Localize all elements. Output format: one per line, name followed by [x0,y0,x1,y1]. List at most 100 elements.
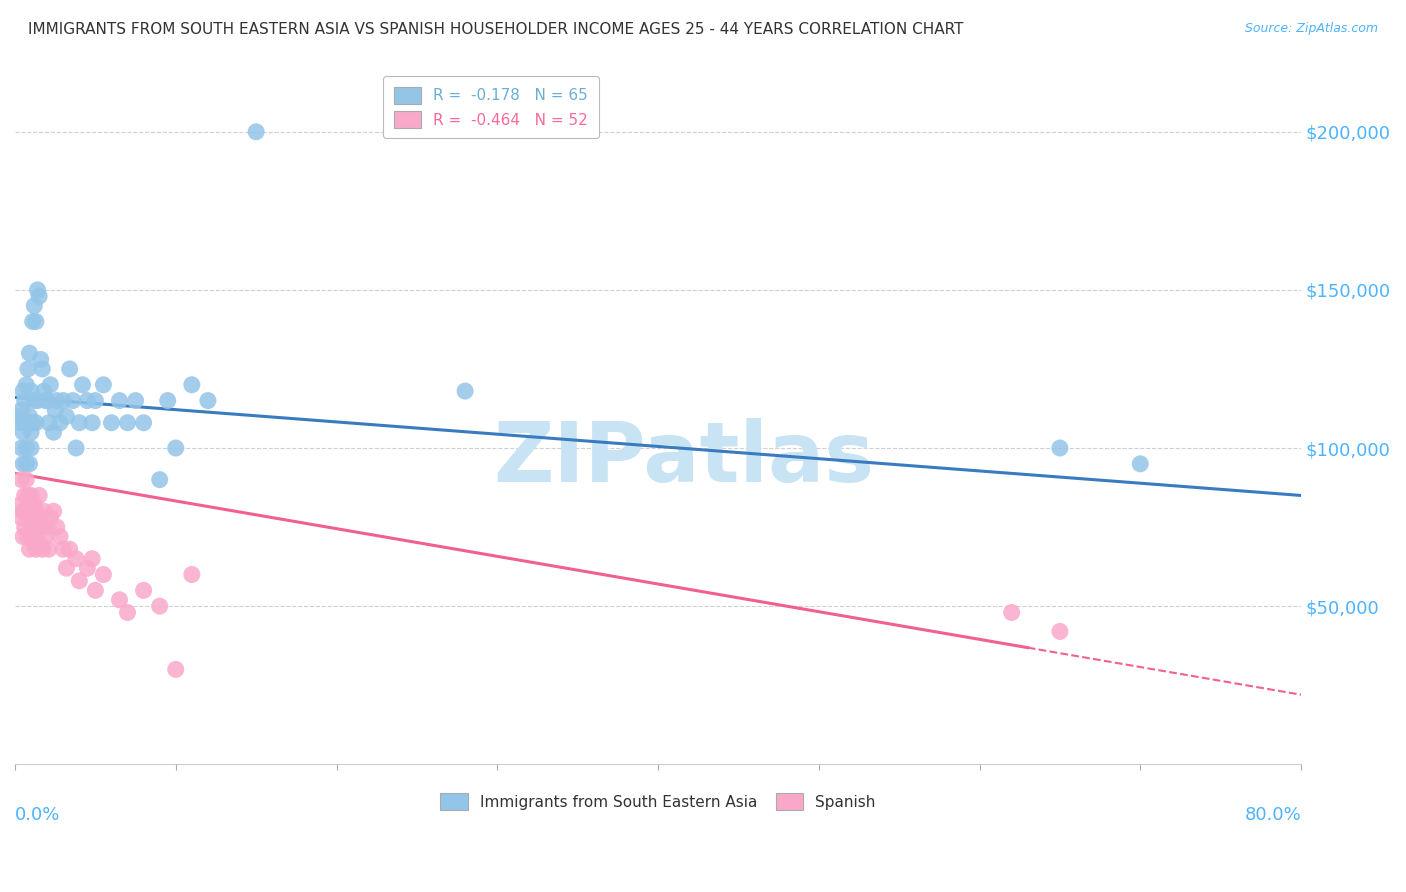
Point [15,441,38,455]
Point [30,520,52,534]
Point [28,289,51,303]
Point [34,393,56,408]
Point [42,504,65,518]
Point [108,393,131,408]
Point [27,283,49,297]
Point [38,416,60,430]
Point [49,416,72,430]
Point [18,457,41,471]
Point [59,542,82,557]
Point [38,542,60,557]
Point [28,536,51,550]
Point [21,416,44,430]
Point [55,561,77,575]
Point [76,393,98,408]
Point [11,530,34,544]
Point [25,542,48,557]
Point [84,583,107,598]
Point [25,314,48,328]
Point [21,530,44,544]
Point [25,416,48,430]
Point [117,606,139,620]
Point [32,384,55,398]
Point [15,457,38,471]
Point [17,530,39,544]
Point [20,384,42,398]
Point [11,504,34,518]
Point [10,473,32,487]
Point [17,416,39,430]
Point [11,384,34,398]
Point [45,393,67,408]
Text: 0.0%: 0.0% [15,806,60,824]
Point [67,574,90,588]
Point [17,510,39,524]
Point [165,662,187,676]
Point [117,416,139,430]
Point [180,377,202,392]
Point [39,510,62,524]
Point [10,510,32,524]
Point [100,416,122,430]
Point [124,393,146,408]
Point [93,377,115,392]
Point [45,520,67,534]
Point [22,536,45,550]
Point [15,473,38,487]
Point [15,504,38,518]
Point [62,393,84,408]
Point [82,416,104,430]
Point [14,520,37,534]
Point [18,409,41,424]
Point [165,441,187,455]
Point [18,346,41,360]
Point [37,520,59,534]
Point [44,403,66,417]
Point [17,488,39,502]
Text: Source: ZipAtlas.com: Source: ZipAtlas.com [1244,22,1378,36]
Point [52,393,75,408]
Point [149,473,172,487]
Point [17,362,39,376]
Point [93,567,115,582]
Point [1001,606,1024,620]
Point [132,416,155,430]
Point [8,416,31,430]
Point [28,488,51,502]
Point [37,393,59,408]
Point [59,362,82,376]
Point [20,441,42,455]
Point [245,125,267,139]
Point [30,352,52,367]
Point [14,393,37,408]
Point [67,416,90,430]
Point [108,592,131,607]
Point [14,416,37,430]
Point [31,362,53,376]
Text: 80.0%: 80.0% [1244,806,1301,824]
Point [27,520,49,534]
Point [1049,441,1071,455]
Point [1129,457,1152,471]
Point [65,441,87,455]
Point [11,457,34,471]
Point [20,425,42,440]
Point [180,567,202,582]
Point [31,542,53,557]
Point [20,520,42,534]
Point [22,498,45,512]
Point [156,393,179,408]
Point [42,425,65,440]
Point [21,510,44,524]
Point [11,425,34,440]
Point [65,551,87,566]
Point [82,551,104,566]
Point [197,393,219,408]
Point [18,542,41,557]
Point [49,530,72,544]
Point [34,530,56,544]
Point [27,393,49,408]
Point [18,504,41,518]
Point [22,299,45,313]
Text: ZIPatlas: ZIPatlas [494,417,875,499]
